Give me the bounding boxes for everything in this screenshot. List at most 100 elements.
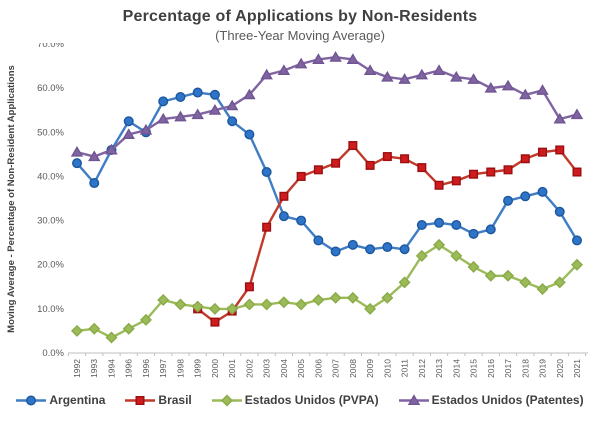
data-point-marker <box>329 291 342 304</box>
data-point-marker <box>365 244 376 255</box>
data-point-marker <box>570 108 584 120</box>
y-tick-label: 0.0% <box>42 348 64 359</box>
data-point-marker <box>175 91 186 102</box>
data-point-marker <box>139 123 153 135</box>
x-tick-label: 2020 <box>555 359 565 378</box>
data-point-marker <box>347 239 358 250</box>
y-tick-label: 20.0% <box>37 260 64 271</box>
series-line-triangle <box>76 55 578 158</box>
data-point-marker <box>209 89 220 100</box>
data-point-marker <box>329 51 342 62</box>
data-point-marker <box>467 73 480 84</box>
data-point-marker <box>555 145 565 155</box>
data-point-marker <box>381 291 394 304</box>
data-point-marker <box>416 219 427 230</box>
data-point-marker <box>467 260 480 273</box>
data-point-marker <box>399 244 410 255</box>
legend-item: Estados Unidos (PVPA) <box>211 393 379 407</box>
x-tick-label: 2004 <box>279 359 289 378</box>
data-point-marker <box>486 167 496 177</box>
data-point-marker <box>312 294 325 307</box>
data-point-marker <box>365 160 375 170</box>
data-point-marker <box>313 165 323 175</box>
data-point-marker <box>139 313 152 326</box>
data-point-marker <box>363 64 377 75</box>
legend-triangle-icon <box>398 393 429 405</box>
data-point-marker <box>434 217 445 228</box>
x-tick-label: 2001 <box>227 359 237 378</box>
data-point-marker <box>451 219 462 230</box>
chart-legend: Argentina Brasil Estados Unidos (PVPA) Esta… <box>0 393 600 407</box>
data-point-marker <box>502 269 515 282</box>
data-point-marker <box>295 298 308 311</box>
data-point-marker <box>88 150 101 162</box>
y-tick-label: 30.0% <box>37 216 64 227</box>
x-tick-label: 2007 <box>331 359 341 378</box>
x-tick-label: 2012 <box>417 359 427 378</box>
data-point-marker <box>382 242 393 253</box>
data-point-marker <box>227 116 238 127</box>
x-tick-label: 1994 <box>106 359 116 378</box>
x-tick-label: 2016 <box>486 359 496 378</box>
data-point-marker <box>313 235 324 246</box>
x-tick-label: 2011 <box>400 359 410 378</box>
data-point-marker <box>225 99 239 111</box>
series-layer <box>70 51 584 344</box>
data-point-marker <box>243 88 256 100</box>
data-point-marker <box>296 171 306 181</box>
data-point-marker <box>226 302 239 315</box>
data-point-marker <box>192 87 203 98</box>
data-point-marker <box>70 145 84 157</box>
x-tick-label: 2000 <box>210 359 220 378</box>
x-tick-label: 1998 <box>175 359 185 378</box>
x-tick-label: 2008 <box>348 359 358 378</box>
legend-item: Estados Unidos (Patentes) <box>398 393 584 407</box>
data-point-marker <box>261 167 272 178</box>
data-point-marker <box>174 110 187 122</box>
data-point-marker <box>538 147 548 157</box>
y-axis-title: Moving Average - Percentage of Non-Resid… <box>6 65 17 333</box>
data-point-marker <box>331 158 341 168</box>
data-point-marker <box>312 53 325 64</box>
triangle-marker-icon <box>407 393 420 405</box>
data-point-marker <box>537 186 548 197</box>
legend-item: Brasil <box>125 393 192 407</box>
data-point-marker <box>105 331 118 344</box>
data-point-marker <box>434 180 444 190</box>
x-tick-label: 2021 <box>572 359 582 378</box>
data-point-marker <box>346 291 359 304</box>
data-point-marker <box>174 298 187 311</box>
data-point-marker <box>330 246 341 257</box>
data-point-marker <box>572 235 583 246</box>
diamond-marker-icon <box>220 394 233 406</box>
x-tick-label: 2005 <box>296 359 306 378</box>
data-point-marker <box>553 276 566 289</box>
data-point-marker <box>277 296 290 309</box>
series-line-diamond <box>76 243 578 339</box>
data-point-marker <box>468 228 479 239</box>
data-point-marker <box>520 191 531 202</box>
data-point-marker <box>71 158 82 169</box>
x-tick-label: 2014 <box>451 359 461 378</box>
legend-label: Brasil <box>158 393 192 407</box>
data-point-marker <box>243 298 256 311</box>
data-point-marker <box>191 108 204 120</box>
series-line-circle <box>76 91 579 253</box>
data-point-marker <box>346 53 360 64</box>
data-point-marker <box>244 282 254 292</box>
data-point-marker <box>571 258 583 271</box>
y-axis-ticks: 0.0% 10.0% 20.0% 30.0% 40.0% 50.0% 60.0% 70.0% <box>37 43 64 359</box>
x-tick-label: 2009 <box>365 359 375 378</box>
data-point-marker <box>501 79 515 91</box>
data-point-marker <box>554 206 565 217</box>
data-point-marker <box>123 116 134 127</box>
x-tick-label: 2003 <box>262 359 272 378</box>
chart-subtitle: (Three-Year Moving Average) <box>215 28 385 43</box>
legend-circle-icon <box>16 394 47 406</box>
data-point-marker <box>208 302 221 315</box>
x-tick-label: 1992 <box>72 359 82 378</box>
data-point-marker <box>244 129 255 140</box>
data-point-marker <box>450 249 463 262</box>
chart-title: Percentage of Applications by Non-Reside… <box>122 8 478 25</box>
data-point-marker <box>296 215 307 226</box>
